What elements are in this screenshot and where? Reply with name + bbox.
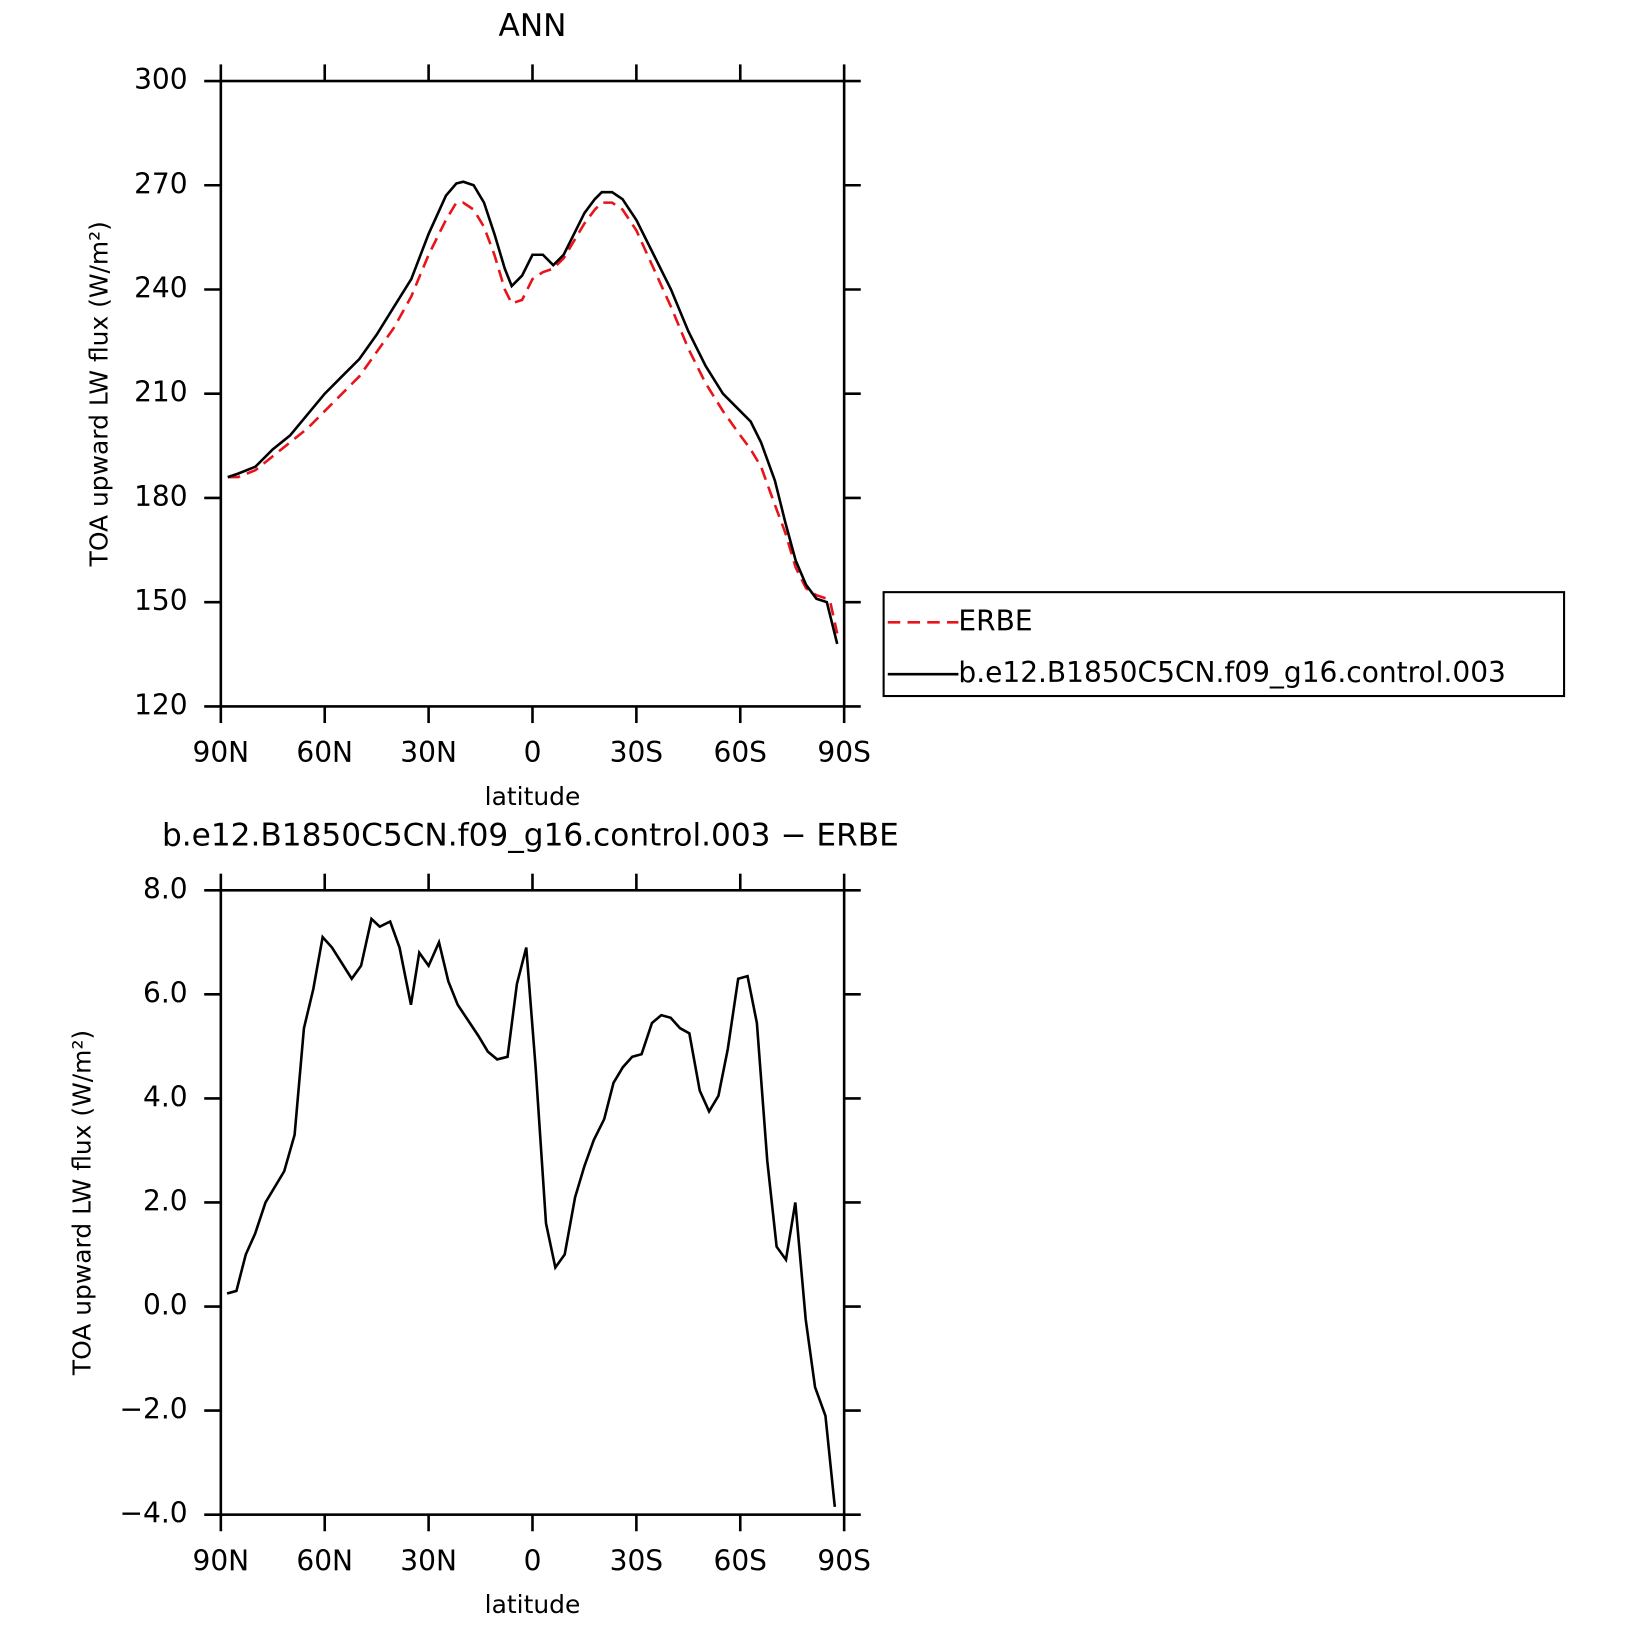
x-tick-label: 60S (714, 1544, 767, 1577)
y-tick-label: −2.0 (120, 1393, 188, 1426)
x-tick-label: 0 (524, 736, 542, 769)
legend-label: ERBE (958, 604, 1032, 637)
x-axis-label: latitude (485, 782, 581, 811)
y-tick-label: 8.0 (143, 872, 188, 905)
y-tick-label: 270 (134, 167, 188, 200)
data-line (227, 180, 839, 645)
x-tick-label: 90S (817, 736, 870, 769)
x-tick-label: 60N (296, 736, 353, 769)
x-tick-label: 0 (524, 1544, 542, 1577)
x-tick-label: 90N (193, 736, 250, 769)
y-tick-label: 210 (134, 376, 188, 409)
data-line (226, 916, 837, 1507)
y-tick-label: 150 (134, 584, 188, 617)
chart-title: ANN (499, 8, 567, 44)
x-tick-label: 60N (296, 1544, 353, 1577)
x-tick-label: 30N (400, 736, 457, 769)
y-axis-label: TOA upward LW flux (W/m²) (84, 221, 113, 567)
x-tick-label: 30S (610, 1544, 663, 1577)
y-axis-label: TOA upward LW flux (W/m²) (68, 1030, 97, 1376)
plot-frame (219, 79, 846, 708)
y-tick-label: 180 (134, 480, 188, 513)
x-tick-label: 90N (193, 1544, 250, 1577)
y-tick-label: 300 (134, 63, 188, 96)
x-tick-label: 60S (714, 736, 767, 769)
x-tick-label: 90S (817, 1544, 870, 1577)
y-tick-label: 240 (134, 271, 188, 304)
y-tick-label: 0.0 (143, 1289, 188, 1322)
chart-title: b.e12.B1850C5CN.f09_g16.control.003 − ER… (162, 817, 899, 853)
x-tick-label: 30N (400, 1544, 457, 1577)
legend-label: b.e12.B1850C5CN.f09_g16.control.003 (958, 656, 1505, 689)
y-tick-label: 4.0 (143, 1080, 188, 1113)
x-axis-label: latitude (485, 1590, 581, 1619)
data-line (227, 201, 839, 634)
x-tick-label: 30S (610, 736, 663, 769)
y-tick-label: −4.0 (120, 1497, 188, 1530)
y-tick-label: 6.0 (143, 976, 188, 1009)
y-tick-label: 120 (134, 688, 188, 721)
legend-box (882, 591, 1566, 698)
y-tick-label: 2.0 (143, 1184, 188, 1217)
